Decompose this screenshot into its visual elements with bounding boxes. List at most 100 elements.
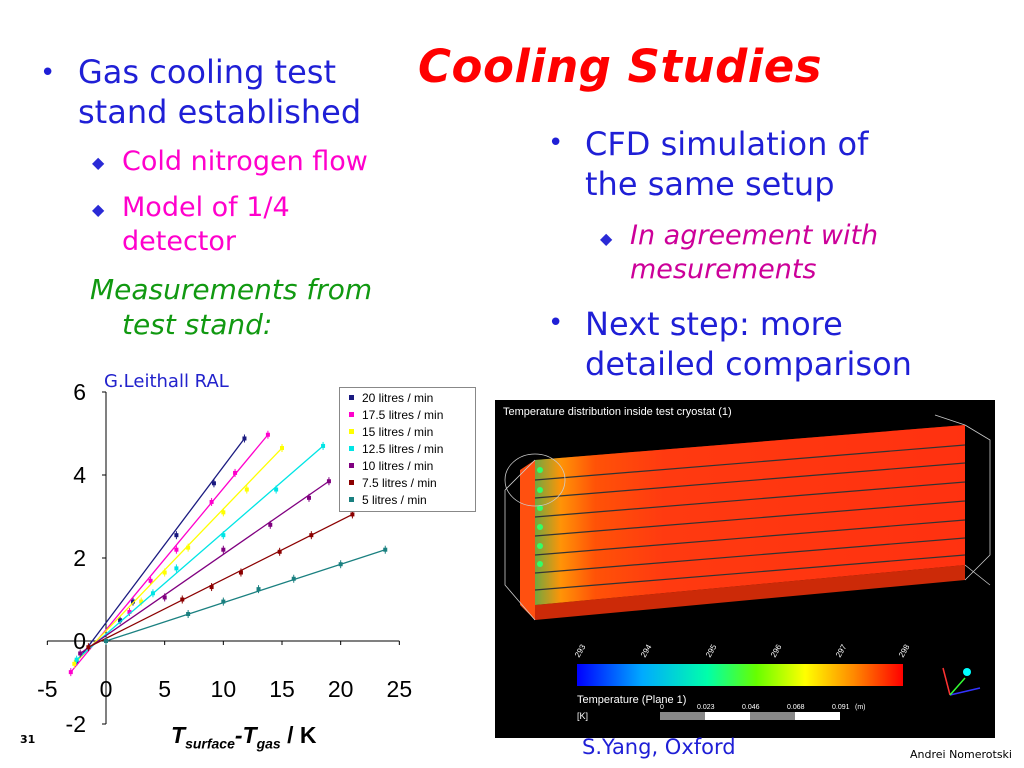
legend-entry: 10 litres / min [343, 458, 472, 475]
legend-marker [349, 412, 354, 418]
data-point [221, 547, 226, 552]
data-point [186, 545, 191, 550]
slide-title: Cooling Studies [418, 40, 823, 93]
data-point [148, 578, 153, 583]
data-point [174, 533, 179, 538]
series-line [76, 438, 245, 663]
y-tick-label: 2 [73, 545, 86, 571]
data-point [72, 661, 77, 666]
x-tick-label: 20 [328, 676, 354, 702]
x-tick-label: 25 [387, 676, 413, 702]
data-point [150, 591, 155, 596]
legend-entry: 12.5 litres / min [343, 441, 472, 458]
slide-author: Andrei Nomerotski [909, 748, 1012, 761]
data-point [162, 595, 167, 600]
temperature-color-scale [577, 664, 903, 686]
bar-tick: 0.046 [742, 704, 760, 711]
right-bullet-1-line2: the same setup [585, 165, 835, 203]
right-bullet-2-line1: Next step: more [585, 305, 843, 343]
data-point [86, 645, 91, 650]
length-scale-bar: 0 0.023 0.046 0.068 0.091 (m) [660, 704, 866, 720]
data-point [326, 479, 331, 484]
scale-label: 296 [769, 642, 784, 659]
data-point [350, 512, 355, 517]
right-sub-1: In agreement with mesurements [630, 219, 878, 287]
bar-tick: 0.068 [787, 704, 805, 711]
data-point [265, 432, 270, 437]
data-point [78, 651, 83, 656]
data-point [256, 587, 261, 592]
x-tick-label: 10 [211, 676, 237, 702]
data-point [68, 670, 73, 675]
right-sub-1-line1: In agreement with [630, 220, 879, 251]
diamond-bullet-icon: ◆ [92, 153, 105, 172]
data-point [221, 510, 226, 515]
data-point [233, 470, 238, 475]
cooling-chart: -2 0 2 4 6 -5 0 5 10 15 20 25 [37, 379, 413, 737]
chart-credit: G.Leithall RAL [104, 371, 229, 392]
x-label-sub1: surface [185, 735, 235, 752]
x-tick-label: 15 [269, 676, 295, 702]
data-point [383, 547, 388, 552]
right-bullet-1-line1: CFD simulation of [585, 125, 869, 163]
data-point [74, 657, 79, 662]
legend-marker [349, 497, 354, 503]
legend-entry: 7.5 litres / min [343, 475, 472, 492]
legend-marker [349, 395, 354, 401]
legend-label: 12.5 litres / min [362, 442, 444, 456]
axes-triad-icon [942, 667, 981, 696]
data-point [268, 522, 273, 527]
cfd-legend-label: Temperature (Plane 1) [577, 694, 686, 706]
scale-label: 293 [573, 642, 588, 659]
data-point [274, 487, 279, 492]
data-point [180, 597, 185, 602]
x-label-t2: -T [234, 722, 257, 748]
data-point [221, 599, 226, 604]
data-point [221, 533, 226, 538]
x-axis-label: Tsurface-Tgas / K [171, 722, 317, 752]
legend-marker [349, 463, 354, 469]
data-point [238, 570, 243, 575]
left-bullet-dot: • [40, 58, 56, 88]
left-sub-2: Model of 1/4 detector [122, 191, 290, 259]
measurements-line1: Measurements from [90, 273, 373, 306]
data-point [242, 436, 247, 441]
data-point [321, 443, 326, 448]
x-tick-label: -5 [37, 676, 57, 702]
cfd-title: Temperature distribution inside test cry… [503, 406, 732, 418]
left-sub-2-line2: detector [122, 226, 236, 257]
data-point [338, 562, 343, 567]
legend-marker [349, 429, 354, 435]
data-point [130, 599, 135, 604]
slide-number: 31 [20, 733, 36, 746]
legend-label: 10 litres / min [362, 459, 434, 473]
diamond-bullet-icon: ◆ [600, 229, 613, 248]
legend-entry: 5 litres / min [343, 492, 472, 509]
measurements-line2: test stand: [122, 308, 273, 341]
data-point [104, 639, 108, 643]
y-tick-label: -2 [66, 711, 86, 737]
bar-tick: 0.091 [832, 704, 850, 711]
bar-unit: (m) [855, 704, 866, 711]
legend-marker [349, 480, 354, 486]
y-tick-label: 0 [73, 628, 86, 654]
legend-entry: 17.5 litres / min [343, 407, 472, 424]
data-point [174, 547, 179, 552]
right-bullet-2-line2: detailed comparison [585, 345, 912, 383]
left-bullet-1: Gas cooling test stand established [78, 52, 361, 132]
scale-label: 297 [834, 642, 849, 659]
bar-tick: 0 [660, 704, 664, 711]
x-label-t1: T [171, 722, 186, 748]
x-label-sub2: gas [256, 735, 281, 752]
left-sub-1: Cold nitrogen flow [122, 146, 368, 177]
series-line [76, 445, 324, 661]
data-point [174, 566, 179, 571]
data-point [280, 446, 284, 451]
data-point [291, 576, 296, 581]
series-line [79, 480, 330, 654]
legend-label: 5 litres / min [362, 493, 427, 507]
x-tick-label: 5 [158, 676, 171, 702]
legend-label: 15 litres / min [362, 425, 434, 439]
data-point [162, 570, 167, 575]
cfd-simulation-image: Temperature distribution inside test cry… [495, 400, 995, 738]
